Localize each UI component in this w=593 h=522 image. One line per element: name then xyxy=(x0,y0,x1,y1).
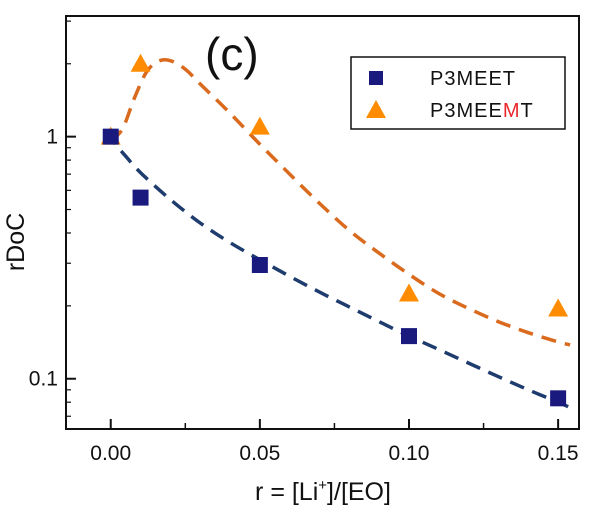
data-point-p3meemt xyxy=(131,54,151,72)
x-axis-title-prefix: r = [Li xyxy=(255,478,318,506)
x-axis-title-sup: + xyxy=(318,477,327,494)
legend-label-p3meet: P3MEET xyxy=(430,68,516,90)
data-point-p3meemt xyxy=(548,299,568,317)
fit-curve-p3meet xyxy=(105,134,570,408)
y-tick-label: 0.1 xyxy=(29,368,58,391)
y-axis-title: rDoC xyxy=(2,213,30,271)
panel-label: (c) xyxy=(205,28,259,80)
x-tick-label: 0.05 xyxy=(239,442,280,465)
data-point-p3meemt xyxy=(399,283,419,301)
x-tick-label: 0.00 xyxy=(90,442,131,465)
legend-label-p3meemt: P3MEEMT xyxy=(430,100,534,122)
y-tick-label: 1 xyxy=(46,126,58,149)
data-point-p3meet xyxy=(401,328,417,344)
data-point-p3meet xyxy=(550,390,566,406)
data-point-p3meet xyxy=(252,257,268,273)
data-point-p3meet xyxy=(103,129,119,145)
data-point-p3meet xyxy=(133,190,149,206)
x-tick-label: 0.15 xyxy=(538,442,579,465)
x-tick-label: 0.10 xyxy=(389,442,430,465)
data-point-p3meemt xyxy=(250,117,270,135)
legend: P3MEET P3MEEMT xyxy=(351,57,565,129)
tick-labels: 0.00 0.05 0.10 0.15 0.1 1 xyxy=(29,126,579,465)
x-axis-title-suffix: ]/[EO] xyxy=(327,478,391,506)
legend-marker-p3meet xyxy=(369,71,383,85)
x-axis-title: r = [Li+]/[EO] xyxy=(255,477,391,506)
